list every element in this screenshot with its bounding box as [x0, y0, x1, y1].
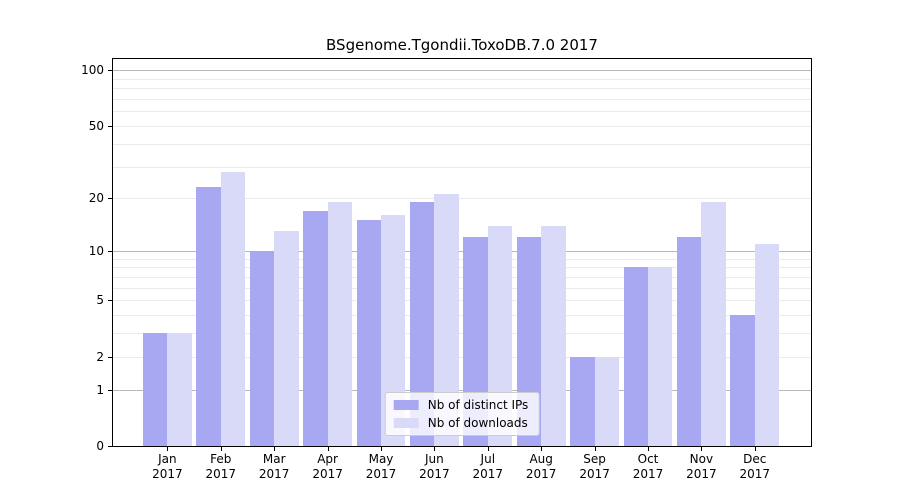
- x-tick-label-jan: Jan 2017: [152, 452, 183, 481]
- x-tick-label-sep: Sep 2017: [579, 452, 610, 481]
- y-tick-mark-5: [108, 300, 113, 302]
- gridline-minor-90: [113, 78, 811, 80]
- bar-nb-of-downloads-aug: [541, 225, 566, 446]
- x-tick-label-may: May 2017: [365, 452, 397, 481]
- gridline-minor-5: [113, 300, 811, 302]
- legend-row-distinct-ips: Nb of distinct IPs: [393, 398, 529, 412]
- gridline-major-100: [113, 70, 811, 72]
- gridline-minor-7: [113, 276, 811, 278]
- x-tick-mark-jul: [487, 447, 489, 451]
- x-tick-mark-aug: [541, 447, 543, 451]
- legend-label-downloads: Nb of downloads: [427, 416, 528, 430]
- x-tick-mark-oct: [648, 447, 649, 451]
- y-tick-label-20: 20: [88, 191, 104, 206]
- gridline-minor-6: [113, 287, 811, 289]
- y-tick-label-50: 50: [88, 118, 104, 133]
- x-tick-mark-apr: [327, 447, 329, 451]
- y-tick-label-10: 10: [88, 243, 104, 258]
- bar-nb-of-distinct-ips-apr: [303, 210, 328, 446]
- x-tick-mark-dec: [754, 447, 756, 451]
- x-tick-label-jul: Jul 2017: [472, 452, 504, 481]
- legend-label-distinct-ips: Nb of distinct IPs: [427, 398, 529, 412]
- x-tick-mark-may: [381, 447, 382, 451]
- y-tick-mark-2: [108, 356, 113, 358]
- bar-nb-of-distinct-ips-nov: [677, 237, 702, 446]
- bar-nb-of-downloads-mar: [274, 231, 299, 446]
- bar-nb-of-distinct-ips-mar: [249, 250, 275, 446]
- gridline-major-1: [113, 389, 811, 391]
- gridline-minor-8: [113, 267, 811, 269]
- gridline-minor-30: [113, 166, 811, 168]
- gridline-minor-60: [113, 111, 811, 113]
- bar-nb-of-distinct-ips-oct: [623, 267, 648, 446]
- y-tick-label-100: 100: [81, 63, 104, 78]
- bar-nb-of-distinct-ips-may: [356, 220, 381, 446]
- y-tick-mark-50: [108, 125, 113, 127]
- legend-swatch-distinct-ips: [393, 400, 419, 410]
- legend: Nb of distinct IPs Nb of downloads: [384, 392, 540, 436]
- gridline-minor-4: [113, 315, 811, 316]
- bar-nb-of-downloads-sep: [594, 356, 619, 446]
- y-tick-mark-100: [108, 70, 113, 72]
- y-tick-label-1: 1: [96, 382, 104, 397]
- y-tick-mark-20: [108, 198, 113, 200]
- bar-nb-of-downloads-oct: [648, 267, 673, 446]
- x-tick-label-nov: Nov 2017: [686, 452, 717, 481]
- x-tick-label-feb: Feb 2017: [205, 452, 237, 481]
- gridline-minor-40: [113, 143, 811, 145]
- y-tick-label-0: 0: [96, 439, 104, 453]
- bar-nb-of-distinct-ips-sep: [570, 356, 595, 446]
- y-tick-label-5: 5: [96, 293, 104, 308]
- legend-row-downloads: Nb of downloads: [393, 416, 529, 430]
- bar-nb-of-downloads-dec: [754, 243, 780, 446]
- x-tick-label-apr: Apr 2017: [312, 452, 343, 481]
- bar-nb-of-downloads-jan: [167, 333, 192, 446]
- x-tick-mark-mar: [274, 447, 276, 451]
- x-tick-label-mar: Mar 2017: [258, 452, 290, 481]
- bar-nb-of-downloads-apr: [327, 202, 352, 446]
- gridline-minor-3: [113, 333, 811, 335]
- x-tick-mark-sep: [594, 447, 596, 451]
- gridline-minor-20: [113, 198, 811, 200]
- x-tick-mark-nov: [701, 447, 703, 451]
- gridline-minor-80: [113, 88, 811, 90]
- x-tick-label-oct: Oct 2017: [632, 452, 664, 481]
- y-tick-label-2: 2: [96, 349, 104, 364]
- gridline-minor-9: [113, 258, 811, 260]
- bar-nb-of-downloads-feb: [220, 171, 246, 446]
- bar-nb-of-distinct-ips-dec: [730, 315, 755, 446]
- bar-nb-of-distinct-ips-feb: [196, 187, 221, 446]
- x-tick-label-jun: Jun 2017: [419, 452, 450, 481]
- bar-nb-of-distinct-ips-jan: [143, 333, 168, 446]
- chart-title: BSgenome.Tgondii.ToxoDB.7.0 2017: [326, 36, 598, 54]
- plot-area: Nb of distinct IPs Nb of downloads: [112, 58, 812, 447]
- gridline-minor-2: [113, 356, 811, 358]
- gridline-minor-50: [113, 125, 811, 127]
- bar-nb-of-downloads-nov: [701, 202, 726, 446]
- y-tick-mark-10: [108, 250, 113, 252]
- legend-swatch-downloads: [393, 418, 419, 428]
- x-tick-mark-jun: [434, 447, 436, 451]
- x-tick-mark-feb: [220, 447, 222, 451]
- x-tick-label-aug: Aug 2017: [525, 452, 557, 481]
- x-tick-mark-jan: [167, 447, 169, 451]
- gridline-minor-70: [113, 99, 811, 100]
- x-tick-label-dec: Dec 2017: [739, 452, 771, 481]
- y-tick-mark-1: [108, 389, 113, 391]
- gridline-major-10: [113, 250, 811, 252]
- y-tick-mark-0: [108, 446, 113, 447]
